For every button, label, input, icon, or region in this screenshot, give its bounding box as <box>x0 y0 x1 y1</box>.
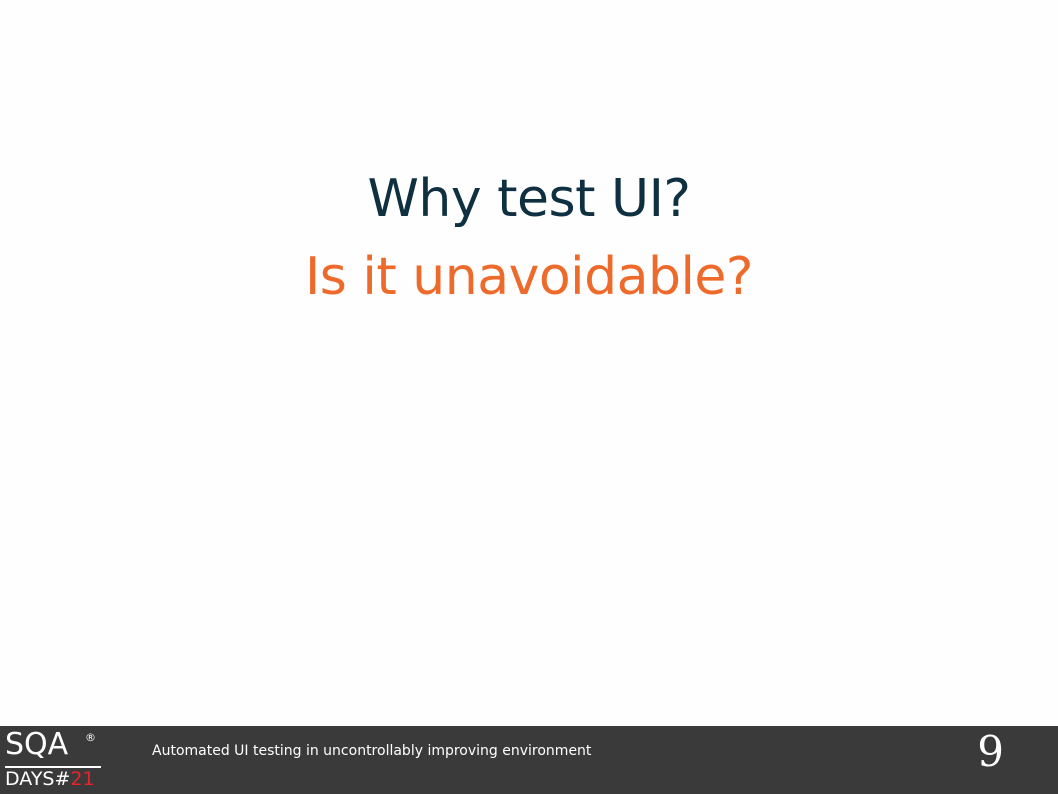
logo-bottom-text: DAYS#21 <box>5 768 95 790</box>
footer-caption: Automated UI testing in uncontrollably i… <box>152 743 592 759</box>
registered-mark: ® <box>85 731 96 744</box>
logo-top-text: SQA <box>5 727 69 762</box>
slide-title: Why test UI? <box>367 169 691 229</box>
logo-days-text: DAYS# <box>5 768 71 790</box>
logo-divider <box>5 766 101 768</box>
slide-subtitle: Is it unavoidable? <box>304 247 754 307</box>
footer-bar: SQA ® DAYS#21 Automated UI testing in un… <box>0 726 1058 794</box>
logo-edition-number: 21 <box>70 768 95 790</box>
sqa-days-logo: SQA ® DAYS#21 <box>3 728 103 792</box>
title-block: Why test UI? Is it unavoidable? <box>0 160 1058 316</box>
page-number: 9 <box>977 727 1004 776</box>
